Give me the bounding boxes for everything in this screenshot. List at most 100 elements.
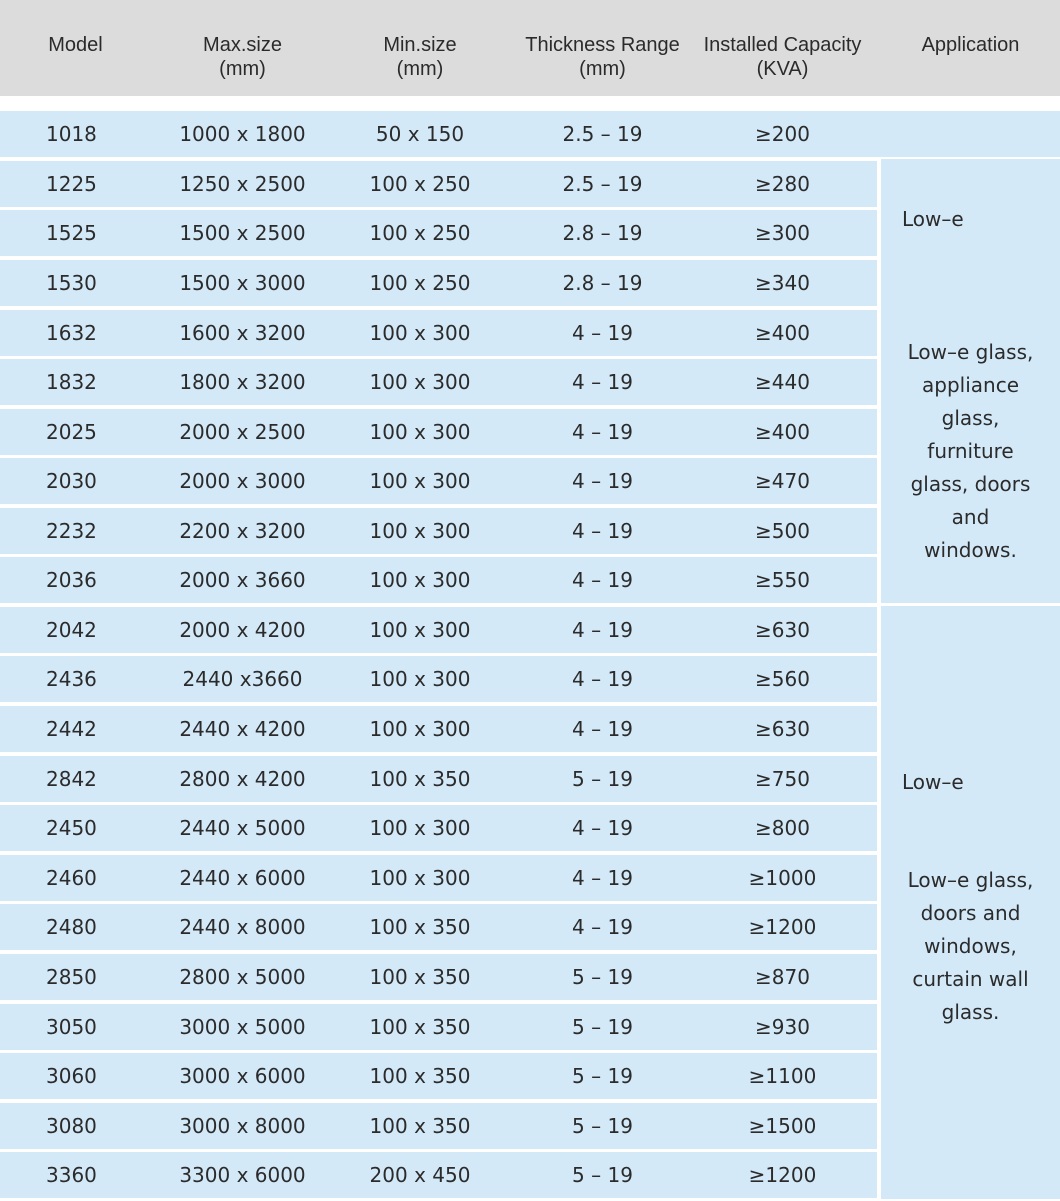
min-size-cell: 100 x 350 [369,1015,471,1039]
model-cell: 2850 [46,965,97,989]
capacity-cell: ≥870 [755,965,810,989]
header-max-size: Max.size (mm) [140,33,345,81]
header-max-size-unit: (mm) [219,58,266,80]
thickness-cell: 4 – 19 [572,568,633,592]
max-size-cell: 2440 x 6000 [179,866,306,890]
header-model: Model [28,33,123,57]
max-size-cell: 1600 x 3200 [179,321,306,345]
max-size-cell: 2440 x 4200 [179,717,306,741]
model-cell: 2480 [46,915,97,939]
table-row: 2450 2440 x 5000 100 x 300 4 – 19 ≥800 [0,805,877,851]
application-line: glass, [941,406,1000,430]
header-application-label: Application [921,34,1020,56]
thickness-cell: 4 – 19 [572,717,633,741]
model-cell: 3060 [46,1064,97,1088]
min-size-cell: 100 x 350 [369,1064,471,1088]
application-short-label: Low–e [902,207,964,231]
min-size-cell: 100 x 350 [369,767,471,791]
model-cell: 2436 [46,667,97,691]
header-capacity: Installed Capacity (KVA) [695,33,870,81]
max-size-cell: 3300 x 6000 [179,1163,306,1187]
capacity-cell: ≥930 [755,1015,810,1039]
capacity-cell: ≥560 [755,667,810,691]
model-cell: 2036 [46,568,97,592]
min-size-cell: 100 x 250 [369,221,471,245]
table-row: 2232 2200 x 3200 100 x 300 4 – 19 ≥500 [0,508,877,554]
min-size-cell: 100 x 300 [369,469,471,493]
min-size-cell: 100 x 300 [369,370,471,394]
max-size-cell: 2440 x 8000 [179,915,306,939]
thickness-cell: 4 – 19 [572,866,633,890]
model-cell: 3080 [46,1114,97,1138]
thickness-cell: 2.8 – 19 [562,221,643,245]
thickness-cell: 2.5 – 19 [562,172,643,196]
table-row: 1018 1000 x 1800 50 x 150 2.5 – 19 ≥200 [0,111,1060,157]
capacity-cell: ≥1500 [748,1114,817,1138]
table-row: 3080 3000 x 8000 100 x 350 5 – 19 ≥1500 [0,1103,877,1149]
thickness-cell: 4 – 19 [572,469,633,493]
min-size-cell: 100 x 300 [369,519,471,543]
thickness-cell: 4 – 19 [572,321,633,345]
max-size-cell: 1250 x 2500 [179,172,306,196]
application-line: Low–e glass, [907,868,1034,892]
thickness-cell: 5 – 19 [572,1114,633,1138]
thickness-cell: 4 – 19 [572,915,633,939]
model-cell: 2842 [46,767,97,791]
header-capacity-label: Installed Capacity [703,34,862,56]
application-line: appliance [922,373,1019,397]
max-size-cell: 1000 x 1800 [179,122,306,146]
table-row: 2850 2800 x 5000 100 x 350 5 – 19 ≥870 [0,954,877,1000]
min-size-cell: 100 x 300 [369,667,471,691]
model-cell: 2450 [46,816,97,840]
table-row: 2460 2440 x 6000 100 x 300 4 – 19 ≥1000 [0,855,877,901]
header-min-size-label: Min.size [383,34,457,56]
header-thickness-label: Thickness Range [525,34,680,56]
max-size-cell: 2800 x 4200 [179,767,306,791]
thickness-cell: 4 – 19 [572,370,633,394]
thickness-cell: 5 – 19 [572,1064,633,1088]
table-row: 1525 1500 x 2500 100 x 250 2.8 – 19 ≥300 [0,210,877,256]
model-cell: 3050 [46,1015,97,1039]
capacity-cell: ≥1100 [748,1064,817,1088]
model-cell: 2460 [46,866,97,890]
model-cell: 2442 [46,717,97,741]
capacity-cell: ≥400 [755,420,810,444]
thickness-cell: 2.5 – 19 [562,122,643,146]
min-size-cell: 50 x 150 [375,122,465,146]
thickness-cell: 4 – 19 [572,618,633,642]
min-size-cell: 100 x 300 [369,816,471,840]
max-size-cell: 2000 x 3000 [179,469,306,493]
capacity-cell: ≥340 [755,271,810,295]
min-size-cell: 100 x 300 [369,420,471,444]
thickness-cell: 2.8 – 19 [562,271,643,295]
capacity-cell: ≥1200 [748,915,817,939]
model-cell: 2030 [46,469,97,493]
capacity-cell: ≥200 [755,122,810,146]
header-max-size-label: Max.size [203,34,282,56]
max-size-cell: 1500 x 3000 [179,271,306,295]
model-cell: 1632 [46,321,97,345]
application-line: Low–e glass, [907,340,1034,364]
application-line: glass. [941,1000,1000,1024]
min-size-cell: 100 x 350 [369,1114,471,1138]
thickness-cell: 5 – 19 [572,1163,633,1187]
max-size-cell: 2440 x 5000 [179,816,306,840]
min-size-cell: 100 x 350 [369,915,471,939]
max-size-cell: 2000 x 3660 [179,568,306,592]
min-size-cell: 200 x 450 [369,1163,471,1187]
capacity-cell: ≥550 [755,568,810,592]
model-cell: 1530 [46,271,97,295]
table-row: 2436 2440 x3660 100 x 300 4 – 19 ≥560 [0,656,877,702]
min-size-cell: 100 x 300 [369,866,471,890]
max-size-cell: 1500 x 2500 [179,221,306,245]
min-size-cell: 100 x 300 [369,717,471,741]
max-size-cell: 2000 x 2500 [179,420,306,444]
max-size-cell: 2440 x3660 [182,667,303,691]
min-size-cell: 100 x 300 [369,568,471,592]
application-line: furniture [927,439,1014,463]
application-line: windows. [924,538,1017,562]
application-short-label: Low–e [902,770,964,794]
thickness-cell: 4 – 19 [572,816,633,840]
capacity-cell: ≥1200 [748,1163,817,1187]
max-size-cell: 1800 x 3200 [179,370,306,394]
